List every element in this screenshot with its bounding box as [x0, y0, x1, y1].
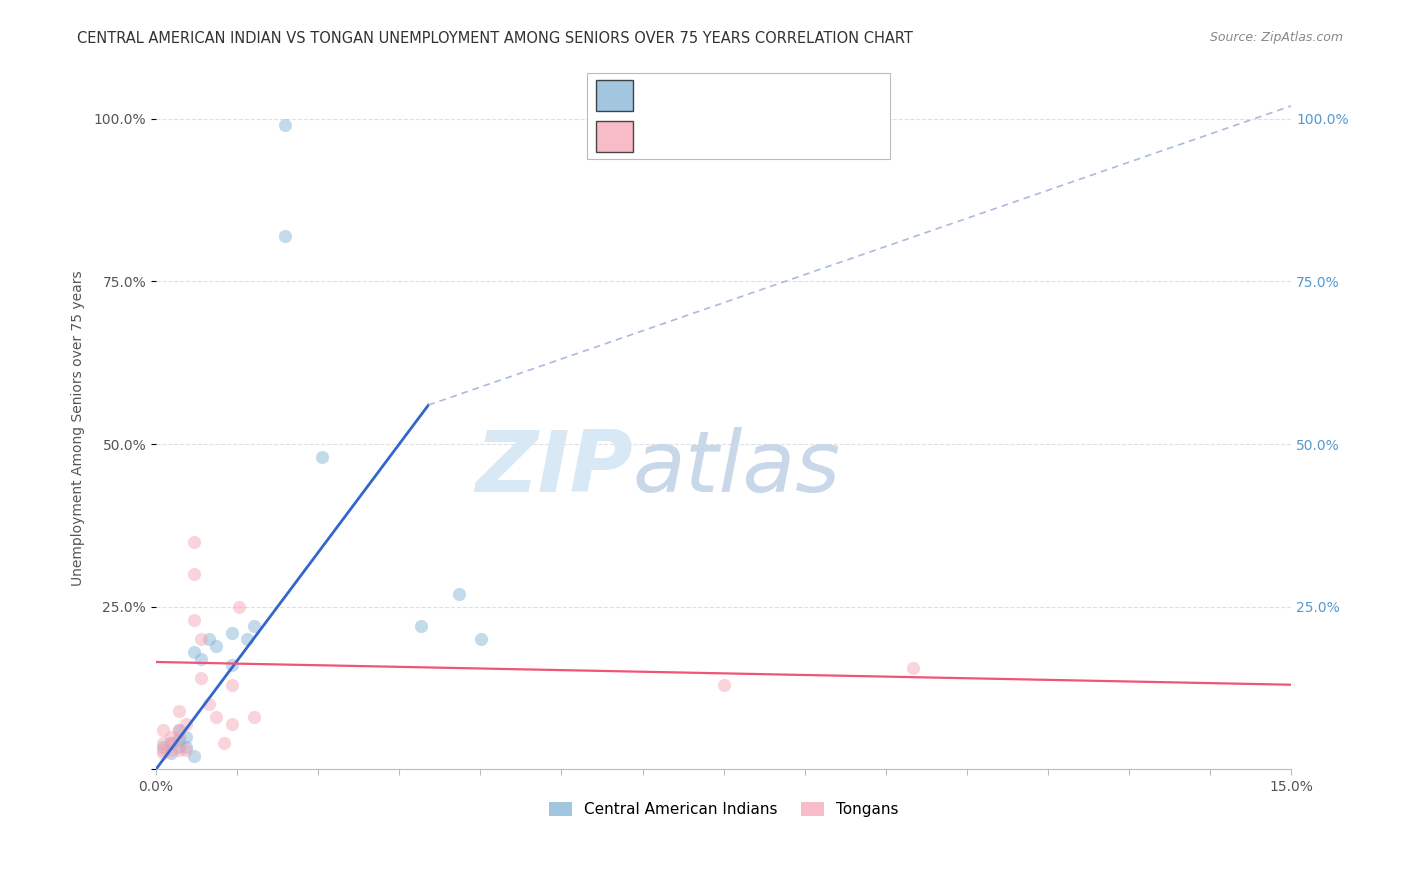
Text: R =  0.458   N = 23: R = 0.458 N = 23: [645, 88, 801, 103]
Point: [221, 658, 243, 673]
Point: [160, 746, 183, 760]
Point: [228, 599, 250, 614]
Point: [152, 743, 174, 757]
Point: [167, 723, 190, 738]
Point: [167, 704, 190, 718]
Point: [190, 671, 212, 685]
Point: [152, 746, 174, 760]
Point: [183, 645, 205, 659]
Point: [174, 716, 197, 731]
Point: [311, 450, 333, 464]
Point: [160, 736, 183, 750]
Point: [152, 739, 174, 754]
Point: [190, 651, 212, 665]
Point: [901, 661, 924, 675]
Point: [190, 632, 212, 647]
Legend: Central American Indians, Tongans: Central American Indians, Tongans: [543, 796, 904, 823]
Point: [205, 639, 228, 653]
Point: [273, 229, 295, 244]
Y-axis label: Unemployment Among Seniors over 75 years: Unemployment Among Seniors over 75 years: [72, 270, 86, 586]
Text: ZIP: ZIP: [475, 427, 633, 510]
Point: [713, 678, 735, 692]
Point: [183, 613, 205, 627]
Point: [221, 678, 243, 692]
Point: [183, 749, 205, 764]
Point: [160, 743, 183, 757]
Point: [409, 619, 432, 633]
Point: [167, 723, 190, 738]
Point: [167, 730, 190, 744]
Point: [174, 730, 197, 744]
Point: [205, 710, 228, 724]
Text: Source: ZipAtlas.com: Source: ZipAtlas.com: [1209, 31, 1343, 45]
Point: [183, 534, 205, 549]
Point: [236, 632, 259, 647]
Point: [221, 625, 243, 640]
Point: [221, 716, 243, 731]
Point: [212, 736, 235, 750]
Point: [198, 632, 221, 647]
Point: [152, 736, 174, 750]
Text: R = -0.058   N = 27: R = -0.058 N = 27: [645, 129, 801, 144]
Point: [198, 698, 221, 712]
Point: [174, 739, 197, 754]
Point: [167, 733, 190, 747]
Point: [160, 736, 183, 750]
Point: [160, 730, 183, 744]
Point: [152, 723, 174, 738]
Point: [243, 710, 266, 724]
FancyBboxPatch shape: [596, 121, 633, 152]
Text: atlas: atlas: [633, 427, 841, 510]
Point: [273, 119, 295, 133]
Point: [447, 587, 470, 601]
FancyBboxPatch shape: [586, 73, 890, 159]
Point: [167, 739, 190, 754]
FancyBboxPatch shape: [596, 80, 633, 111]
Point: [243, 619, 266, 633]
Point: [470, 632, 492, 647]
Point: [167, 743, 190, 757]
Point: [174, 743, 197, 757]
Text: CENTRAL AMERICAN INDIAN VS TONGAN UNEMPLOYMENT AMONG SENIORS OVER 75 YEARS CORRE: CENTRAL AMERICAN INDIAN VS TONGAN UNEMPL…: [77, 31, 914, 46]
Point: [183, 567, 205, 582]
